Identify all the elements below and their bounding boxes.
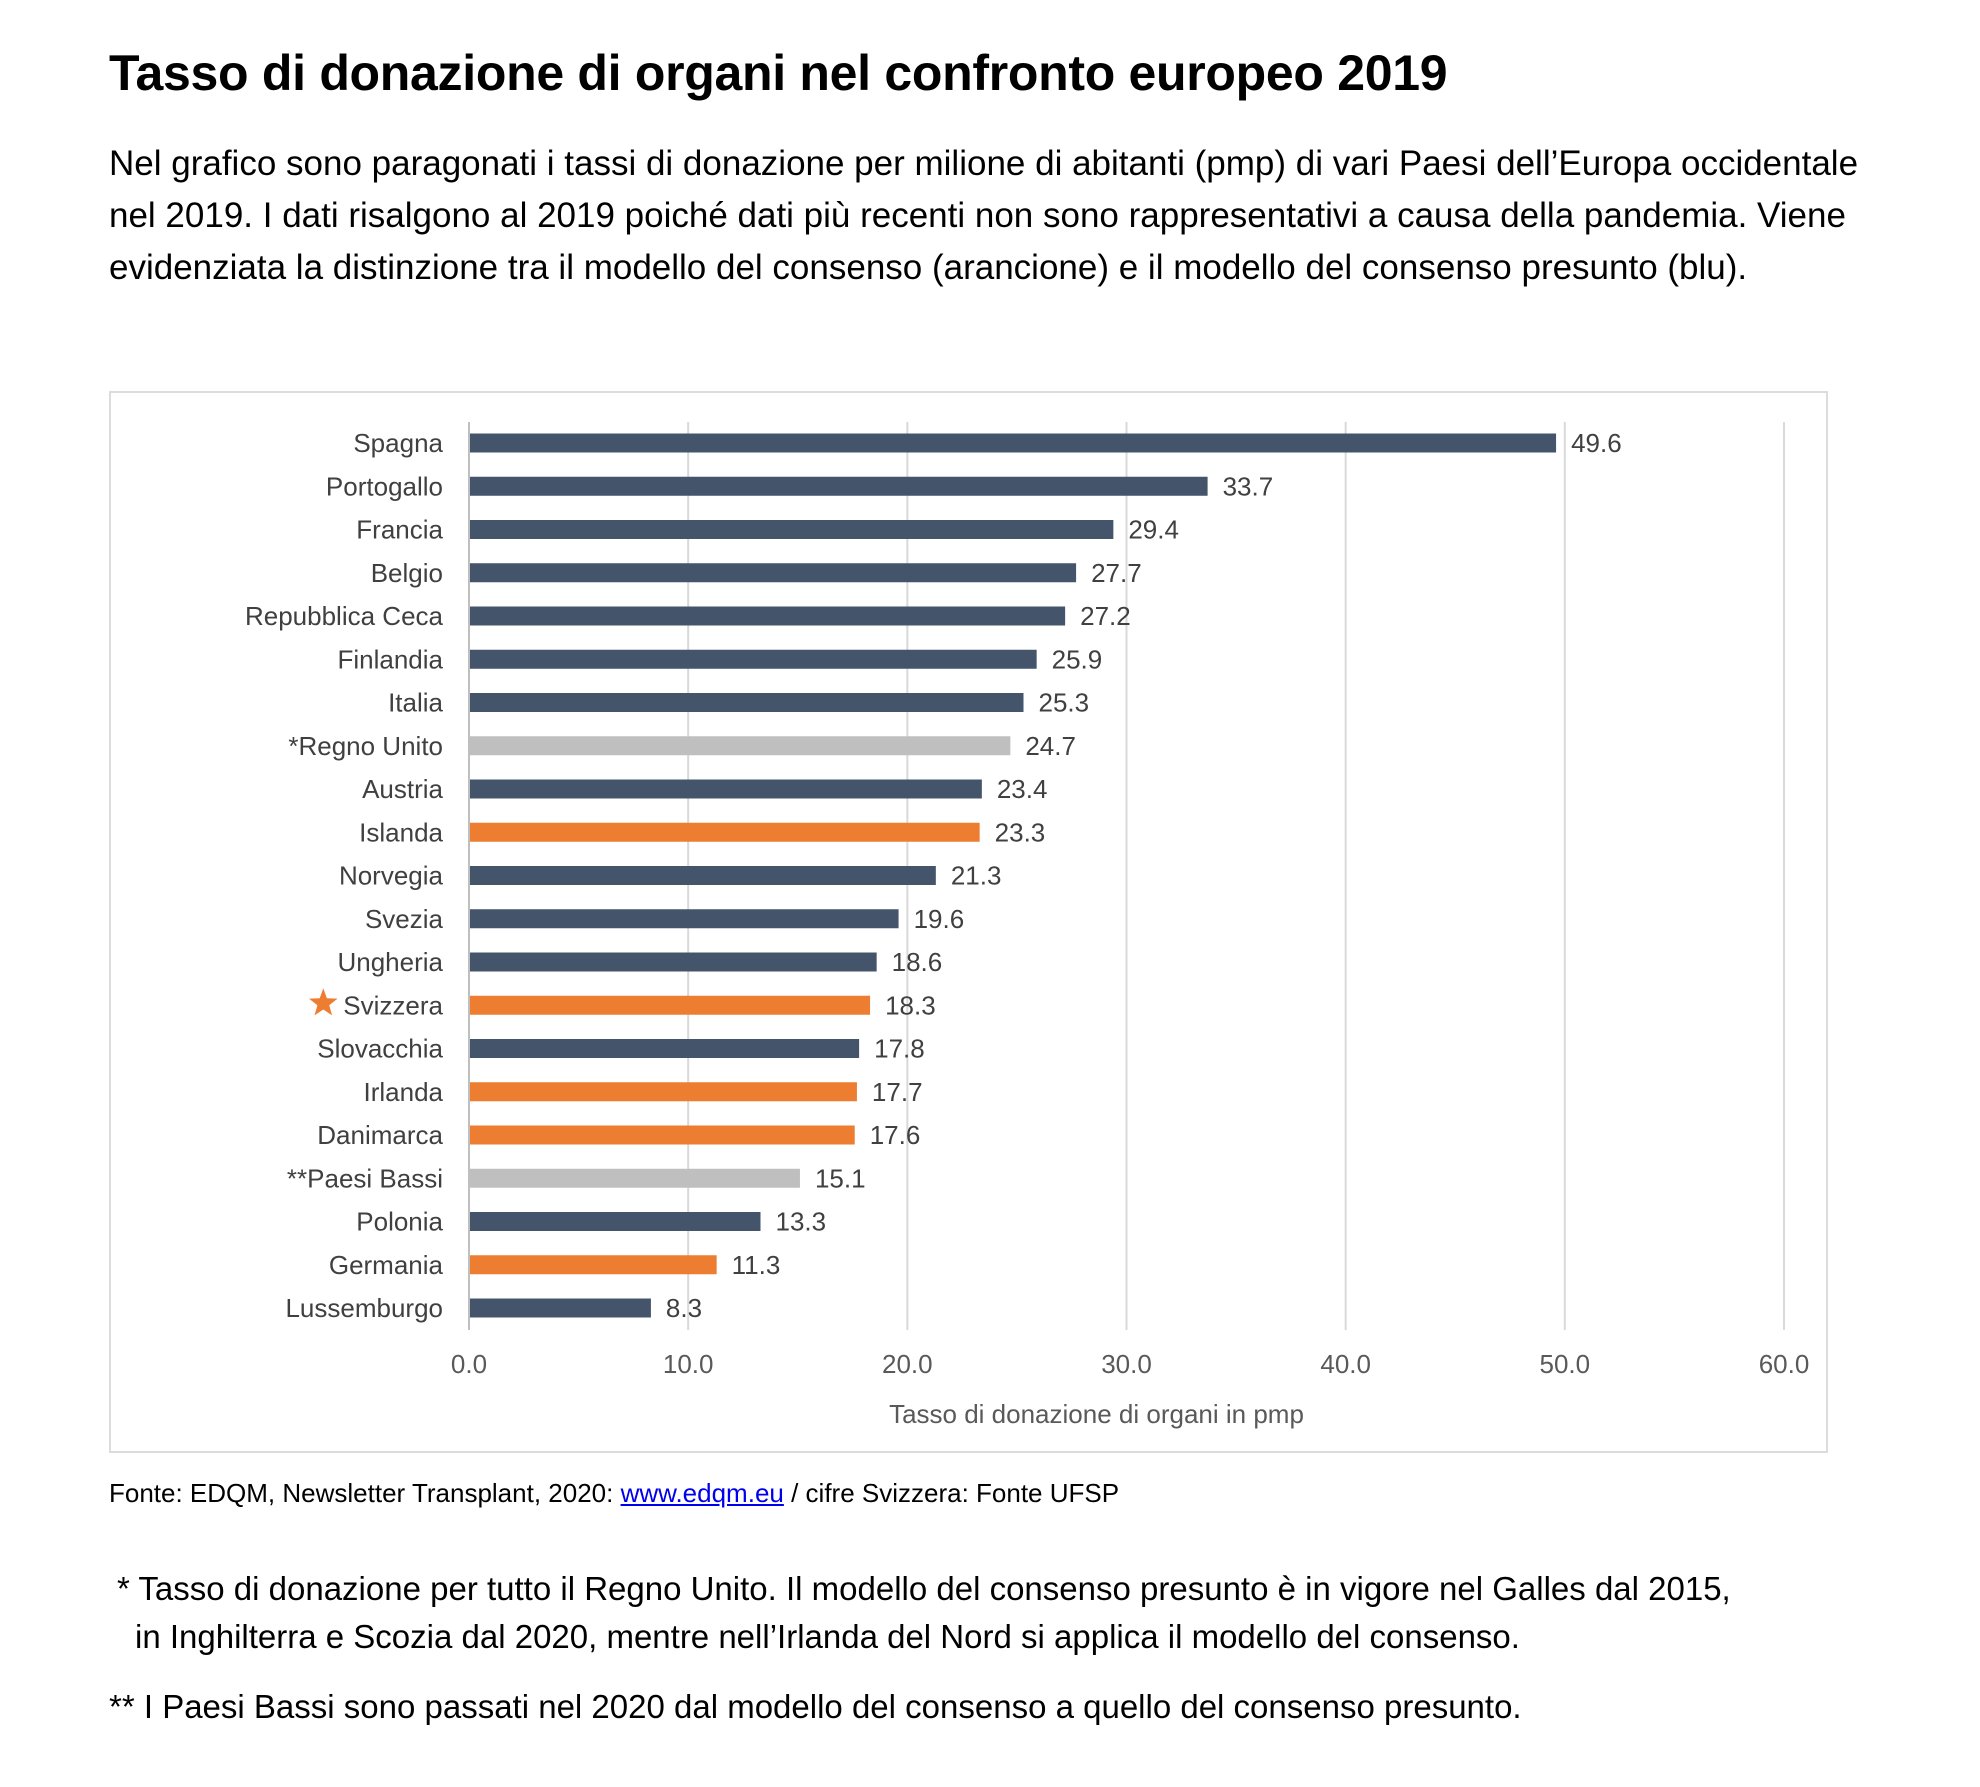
bar bbox=[470, 822, 980, 842]
source-line: Fonte: EDQM, Newsletter Transplant, 2020… bbox=[109, 1478, 1119, 1509]
value-label: 25.9 bbox=[1052, 644, 1103, 674]
source-link[interactable]: www.edqm.eu bbox=[620, 1478, 784, 1508]
bar bbox=[470, 736, 1011, 756]
category-label: Svizzera bbox=[343, 990, 443, 1020]
bar bbox=[470, 1082, 857, 1102]
value-label: 17.7 bbox=[872, 1077, 923, 1107]
intro-paragraph: Nel grafico sono paragonati i tassi di d… bbox=[109, 144, 1859, 287]
bar bbox=[470, 693, 1024, 712]
value-label: 27.2 bbox=[1080, 601, 1131, 631]
category-label: Svezia bbox=[365, 904, 444, 934]
category-label: Francia bbox=[356, 515, 443, 545]
value-label: 19.6 bbox=[914, 904, 965, 934]
category-label: Irlanda bbox=[364, 1077, 444, 1107]
x-axis-title: Tasso di donazione di organi in pmp bbox=[889, 1399, 1304, 1429]
value-label: 27.7 bbox=[1091, 558, 1142, 588]
value-label: 13.3 bbox=[775, 1207, 826, 1237]
footnote-regno-unito: * Tasso di donazione per tutto il Regno … bbox=[117, 1565, 1897, 1661]
category-label: Belgio bbox=[371, 558, 443, 588]
bar bbox=[470, 909, 899, 929]
bar bbox=[470, 866, 936, 885]
bar bbox=[470, 433, 1557, 453]
value-label: 23.4 bbox=[997, 774, 1048, 804]
bar bbox=[470, 1212, 761, 1231]
bar bbox=[470, 1255, 717, 1275]
bar bbox=[470, 606, 1066, 626]
bar bbox=[470, 952, 877, 972]
source-suffix: / cifre Svizzera: Fonte UFSP bbox=[783, 1478, 1120, 1508]
value-label: 25.3 bbox=[1038, 688, 1089, 718]
bar bbox=[470, 520, 1114, 539]
category-label: **Paesi Bassi bbox=[287, 1163, 443, 1193]
category-label: Slovacchia bbox=[317, 1034, 443, 1064]
page-title: Tasso di donazione di organi nel confron… bbox=[109, 45, 1448, 101]
x-tick-label: 30.0 bbox=[1101, 1349, 1152, 1379]
x-tick-label: 20.0 bbox=[882, 1349, 933, 1379]
category-label: Finlandia bbox=[337, 644, 443, 674]
bars bbox=[470, 433, 1557, 1318]
category-label: Portogallo bbox=[326, 471, 443, 501]
category-label: Spagna bbox=[353, 428, 443, 458]
x-tick-label: 50.0 bbox=[1540, 1349, 1591, 1379]
source-prefix: Fonte: EDQM, Newsletter Transplant, 2020… bbox=[109, 1478, 621, 1508]
bar bbox=[470, 563, 1077, 583]
category-label: *Regno Unito bbox=[288, 731, 443, 761]
value-label: 17.8 bbox=[874, 1034, 925, 1064]
value-label: 15.1 bbox=[815, 1163, 866, 1193]
value-label: 29.4 bbox=[1128, 515, 1179, 545]
footnote-1-line-2: in Inghilterra e Scozia dal 2020, mentre… bbox=[135, 1618, 1520, 1655]
value-label: 24.7 bbox=[1025, 731, 1076, 761]
category-label: Germania bbox=[329, 1250, 444, 1280]
bar bbox=[470, 779, 982, 799]
value-labels: 49.6 33.7 29.4 27.7 27.2 25.9 25.3 24.7 23.4 23.3… bbox=[666, 428, 1622, 1323]
bar bbox=[470, 649, 1037, 669]
x-tick-label: 0.0 bbox=[451, 1349, 487, 1379]
bar bbox=[470, 1039, 860, 1058]
x-tick-labels: 0.0 10.0 20.0 30.0 40.0 50.0 60.0 bbox=[451, 1349, 1809, 1379]
category-label: Austria bbox=[362, 774, 443, 804]
category-label: Lussemburgo bbox=[285, 1293, 443, 1323]
value-label: 21.3 bbox=[951, 861, 1002, 891]
value-label: 23.3 bbox=[995, 817, 1046, 847]
category-labels: Spagna Portogallo Francia Belgio Repubblica … bbox=[245, 428, 444, 1323]
category-label: Italia bbox=[388, 688, 443, 718]
footnote-paesi-bassi: ** I Paesi Bassi sono passati nel 2020 d… bbox=[109, 1688, 1522, 1725]
category-label: Ungheria bbox=[337, 947, 443, 977]
bar bbox=[470, 1168, 800, 1188]
value-label: 8.3 bbox=[666, 1293, 702, 1323]
bar bbox=[470, 1298, 651, 1318]
chart-frame: Spagna Portogallo Francia Belgio Repubblica … bbox=[109, 391, 1828, 1453]
x-tick-label: 10.0 bbox=[663, 1349, 714, 1379]
value-label: 11.3 bbox=[732, 1250, 781, 1280]
value-label: 49.6 bbox=[1571, 428, 1622, 458]
category-label: Polonia bbox=[356, 1207, 443, 1237]
category-label: Danimarca bbox=[317, 1120, 443, 1150]
bar bbox=[470, 995, 871, 1015]
x-tick-label: 60.0 bbox=[1759, 1349, 1810, 1379]
value-label: 33.7 bbox=[1223, 471, 1274, 501]
category-label: Repubblica Ceca bbox=[245, 601, 444, 631]
x-tick-label: 40.0 bbox=[1320, 1349, 1371, 1379]
category-label: Norvegia bbox=[339, 861, 444, 891]
star-icon bbox=[309, 988, 338, 1016]
category-label: Islanda bbox=[359, 817, 443, 847]
bar bbox=[470, 1125, 855, 1145]
value-label: 18.3 bbox=[885, 990, 936, 1020]
footnote-1-line-1: * Tasso di donazione per tutto il Regno … bbox=[117, 1570, 1731, 1607]
bar-chart: Spagna Portogallo Francia Belgio Repubblica … bbox=[245, 422, 1809, 1429]
value-label: 18.6 bbox=[892, 947, 943, 977]
value-label: 17.6 bbox=[870, 1120, 921, 1150]
bar bbox=[470, 476, 1208, 496]
